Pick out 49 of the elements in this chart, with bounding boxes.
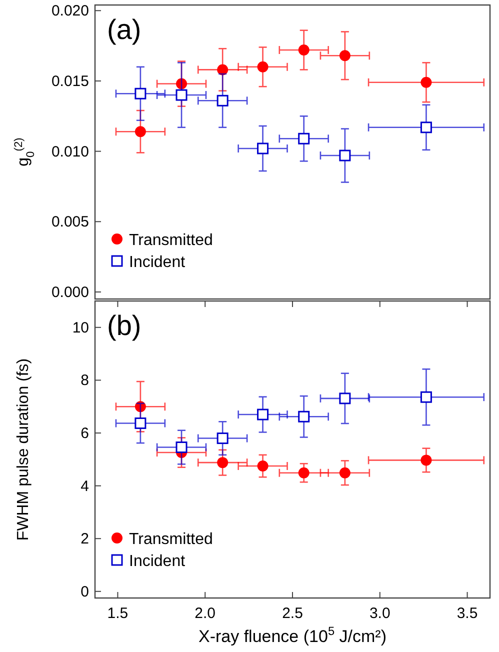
point [176,89,188,101]
x-tick-label: 3.5 [456,605,478,622]
x-tick-label: 1.5 [107,605,128,622]
annotation: (b) [107,310,142,341]
y-tick-label: 0.010 [51,143,89,160]
x-tick-label: 2.5 [282,605,303,622]
point [298,467,310,478]
x-tick-label: 2.0 [194,605,216,622]
y-axis-title: FWHM pulse duration (fs) [15,358,32,541]
y-tick-label: 0.015 [51,72,89,90]
point [257,142,269,154]
point [134,417,146,429]
y-tick-label: 2 [80,530,89,548]
y-tick-label: 0 [80,583,89,600]
point [134,126,146,138]
legend-label: Incident [129,553,186,570]
point [420,391,432,403]
point [339,150,351,162]
y-tick-label: 6 [80,425,89,442]
y-tick-label: 4 [80,478,89,495]
y-tick-label: 0.000 [51,284,89,301]
point [339,392,351,404]
y-tick-label: 10 [72,319,89,336]
y-tick-label: 0.005 [51,214,89,231]
point [216,94,228,106]
point [420,122,432,134]
point [217,64,228,76]
y-tick-label: 0.020 [51,2,89,20]
point [339,50,350,62]
point [420,454,432,466]
point [257,408,269,420]
x-axis-title: X-ray fluence (10$^{5}$ J/cm²) [198,624,387,646]
point [134,88,146,100]
point [298,410,310,422]
point [298,132,310,144]
point [339,467,350,478]
point [257,61,268,72]
point [420,76,432,88]
annotation: (a) [107,14,142,45]
legend-label: Transmitted [129,232,213,249]
point [298,44,310,56]
x-tick-label: 3.0 [369,605,390,622]
legend-label: Transmitted [129,531,213,548]
point [176,442,188,454]
legend-label: Incident [129,254,186,271]
y-tick-label: 8 [80,372,89,390]
point [216,432,228,444]
point [217,457,228,468]
point [257,460,268,472]
